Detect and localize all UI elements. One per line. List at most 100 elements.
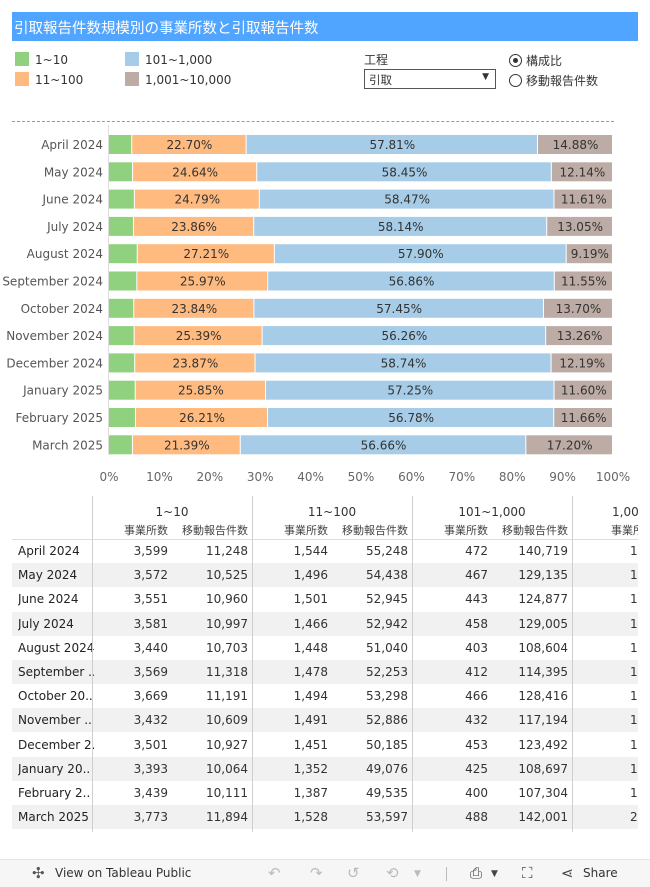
sub-header-facilities: 事業所数 bbox=[284, 524, 328, 537]
bar-segment bbox=[246, 135, 538, 154]
row-label: March 2025 bbox=[18, 810, 89, 825]
fullscreen-icon[interactable]: ⛶ bbox=[522, 864, 533, 882]
refresh-dropdown-icon[interactable]: ▼ bbox=[414, 869, 421, 879]
data-label: 58.14% bbox=[378, 220, 424, 234]
bar-segment bbox=[254, 298, 543, 318]
table-cell: 400 bbox=[465, 786, 488, 800]
table-cell: 1,466 bbox=[293, 616, 328, 631]
table-cell: 10,703 bbox=[206, 640, 248, 655]
table-cell: 1,491 bbox=[293, 713, 328, 728]
table-cell: 108,697 bbox=[518, 761, 568, 776]
bar-segment bbox=[132, 135, 246, 154]
row-label: February 2.. bbox=[18, 786, 91, 800]
redo-icon[interactable]: ↷ bbox=[310, 864, 323, 882]
legend-item-1-10[interactable]: 1~10 bbox=[15, 52, 68, 67]
y-tick-label: August 2024 bbox=[27, 247, 103, 261]
group-header-1001-10000: 1,00 bbox=[612, 505, 638, 519]
data-label: 56.26% bbox=[382, 329, 428, 343]
data-label: 11.61% bbox=[561, 193, 607, 207]
bar-segment bbox=[268, 271, 554, 291]
table-cell: 1 bbox=[630, 737, 638, 752]
table-cell: 425 bbox=[465, 761, 488, 776]
table-cell: 142,001 bbox=[518, 810, 568, 825]
legend-item-1001-10000[interactable]: 1,001~10,000 bbox=[125, 72, 231, 87]
table-cell: 3,572 bbox=[133, 568, 168, 583]
table-cell: 3,393 bbox=[133, 761, 168, 776]
table-cell: 51,040 bbox=[366, 640, 408, 655]
stacked-bar-chart: April 2024 22.70% 57.81% 14.88% May 2024 24.6… bbox=[2, 125, 630, 484]
bar-segment bbox=[547, 216, 612, 236]
bar-segment bbox=[554, 408, 612, 427]
data-label: 13.26% bbox=[557, 329, 603, 343]
data-label: 56.78% bbox=[388, 411, 434, 425]
bar-segment bbox=[551, 353, 612, 373]
y-tick-label: October 2024 bbox=[21, 302, 103, 316]
data-label: 12.19% bbox=[559, 356, 605, 370]
data-label: 9.19% bbox=[571, 247, 609, 261]
toolbar-divider bbox=[446, 867, 447, 881]
bar-segment bbox=[109, 435, 132, 455]
refresh-icon[interactable]: ⟲ bbox=[386, 864, 399, 882]
data-label: 27.21% bbox=[183, 247, 229, 261]
bar-segment bbox=[109, 189, 134, 209]
table-row: September .. 3,569 11,318 1,478 52,253 412 114… bbox=[12, 660, 638, 684]
table-cell: 3,440 bbox=[133, 640, 168, 655]
legend-item-101-1000[interactable]: 101~1,000 bbox=[125, 52, 212, 67]
table-cell: 50,185 bbox=[366, 737, 408, 752]
table-cell: 140,719 bbox=[518, 544, 568, 558]
table-row: June 2024 3,551 10,960 1,501 52,945 443 124,87… bbox=[12, 587, 638, 611]
table-cell: 412 bbox=[465, 665, 488, 679]
table-cell: 129,135 bbox=[518, 568, 568, 583]
legend-item-11-100[interactable]: 11~100 bbox=[15, 72, 83, 87]
table-cell: 1 bbox=[630, 616, 638, 631]
bar-segment bbox=[546, 326, 612, 346]
bar-segment bbox=[133, 162, 257, 182]
table-cell: 53,597 bbox=[366, 810, 408, 825]
table-row: April 2024 3,599 11,248 1,544 55,248 472 140,7… bbox=[12, 539, 638, 563]
table-cell: 1 bbox=[630, 713, 638, 728]
process-filter-dropdown[interactable]: 引取 ▼ bbox=[364, 69, 496, 89]
revert-icon[interactable]: ↺ bbox=[347, 864, 360, 882]
radio-composition-ratio[interactable]: 構成比 bbox=[509, 52, 562, 69]
table-cell: 403 bbox=[465, 640, 488, 655]
share-icon[interactable]: ⋖ bbox=[561, 864, 574, 882]
data-label: 25.39% bbox=[176, 329, 222, 343]
table-cell: 128,416 bbox=[518, 689, 568, 704]
tableau-logo-icon: ✣ bbox=[32, 864, 45, 882]
x-tick-label: 60% bbox=[398, 470, 425, 484]
data-label: 57.81% bbox=[369, 138, 415, 152]
table-cell: 53,298 bbox=[366, 689, 408, 704]
table-cell: 2 bbox=[630, 810, 638, 825]
bar-segment bbox=[240, 435, 526, 455]
radio-selected-icon bbox=[509, 54, 522, 67]
download-icon[interactable]: ⎙ bbox=[470, 864, 483, 882]
table-cell: 1,494 bbox=[293, 689, 328, 704]
data-label: 12.14% bbox=[560, 165, 606, 179]
bar-segment bbox=[254, 216, 547, 236]
bar-segment bbox=[551, 162, 612, 182]
table-cell: 10,064 bbox=[206, 761, 248, 776]
group-header-1-10: 1~10 bbox=[155, 505, 189, 519]
table-cell: 123,492 bbox=[518, 737, 568, 752]
radio-label: 構成比 bbox=[526, 54, 563, 68]
x-tick-label: 70% bbox=[448, 470, 475, 484]
share-button[interactable]: Share bbox=[583, 866, 618, 880]
table-cell: 52,945 bbox=[366, 592, 408, 607]
bar-segment bbox=[135, 380, 265, 400]
radio-unselected-icon bbox=[509, 74, 522, 87]
table-cell: 1 bbox=[630, 786, 638, 800]
undo-icon[interactable]: ↶ bbox=[268, 864, 281, 882]
bar-segment bbox=[538, 135, 612, 154]
legend-label: 101~1,000 bbox=[145, 53, 213, 67]
table-cell: 1 bbox=[630, 568, 638, 583]
download-dropdown-icon[interactable]: ▼ bbox=[491, 869, 498, 879]
table-cell: 1,478 bbox=[293, 665, 328, 679]
table-cell: 124,877 bbox=[518, 592, 568, 607]
bar-segment bbox=[134, 298, 254, 318]
tableau-toolbar: ✣ View on Tableau Public ↶ ↷ ↺ ⟲ ▼ ⎙ ▼ ⛶… bbox=[0, 859, 650, 887]
bar-segment bbox=[526, 435, 612, 455]
sub-header-facilities: 事業所数 bbox=[444, 524, 488, 537]
radio-report-count[interactable]: 移動報告件数 bbox=[509, 72, 598, 89]
view-on-tableau-link[interactable]: View on Tableau Public bbox=[55, 866, 192, 880]
bar-segment bbox=[109, 298, 134, 318]
